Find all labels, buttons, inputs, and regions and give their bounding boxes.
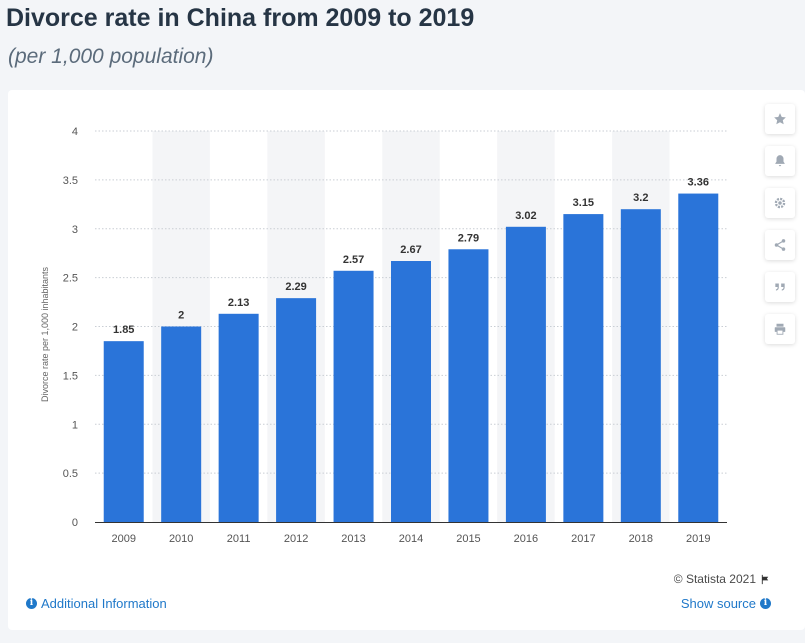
y-tick-label: 1.5 <box>63 370 78 382</box>
notification-button[interactable] <box>765 146 795 176</box>
quote-icon <box>775 283 785 291</box>
x-tick-label: 2009 <box>111 533 135 545</box>
copyright: © Statista 2021 <box>674 572 771 586</box>
data-label: 3.02 <box>515 210 536 222</box>
data-label: 2.57 <box>343 254 364 266</box>
bar-chart: 0 0.5 1 1.5 2 2.5 3 3.5 4 1.85 2 2.13 2.29 2.57 2.67 2… <box>40 126 727 545</box>
x-tick-label: 2017 <box>571 533 595 545</box>
chart-title: Divorce rate in China from 2009 to 2019 <box>6 4 475 32</box>
side-toolbar <box>765 104 795 356</box>
data-label: 3.2 <box>633 192 648 204</box>
x-tick-label: 2018 <box>629 533 653 545</box>
bar[interactable] <box>563 214 604 522</box>
x-tick-label: 2011 <box>227 533 251 545</box>
bar[interactable] <box>678 193 719 522</box>
cite-button[interactable] <box>765 272 795 302</box>
bar[interactable] <box>103 341 144 522</box>
flag-icon <box>761 574 769 584</box>
additional-information-label: Additional Information <box>41 596 167 611</box>
y-tick-label: 4 <box>72 126 78 138</box>
x-tick-label: 2019 <box>686 533 710 545</box>
bar[interactable] <box>161 326 202 523</box>
y-tick-label: 3.5 <box>63 175 78 187</box>
data-label: 2.29 <box>285 281 306 293</box>
bar[interactable] <box>276 298 317 522</box>
show-source-link[interactable]: Show source i <box>681 596 771 611</box>
y-tick-label: 2 <box>72 322 78 334</box>
bar[interactable] <box>218 313 259 522</box>
bar[interactable] <box>505 226 546 523</box>
print-button[interactable] <box>765 314 795 344</box>
chart-subtitle: (per 1,000 population) <box>8 45 214 68</box>
favorite-button[interactable] <box>765 104 795 134</box>
share-button[interactable] <box>765 230 795 260</box>
bar[interactable] <box>333 270 374 522</box>
bell-icon <box>775 155 785 167</box>
bar[interactable] <box>448 249 489 522</box>
y-tick-label: 0.5 <box>63 468 78 480</box>
data-label: 1.85 <box>113 324 134 336</box>
data-label: 2.67 <box>400 244 421 256</box>
bar[interactable] <box>391 261 431 522</box>
data-label: 3.15 <box>573 197 594 209</box>
y-axis-title: Divorce rate per 1,000 inhabitants <box>40 266 50 402</box>
bar[interactable] <box>620 209 661 522</box>
x-tick-label: 2014 <box>399 533 423 545</box>
info-icon: i <box>760 598 771 609</box>
bars <box>103 193 719 523</box>
show-source-label: Show source <box>680 596 756 611</box>
y-axis-ticks: 0 0.5 1 1.5 2 2.5 3 3.5 4 <box>63 126 78 529</box>
copyright-text: © Statista 2021 <box>673 572 756 586</box>
y-tick-label: 2.5 <box>63 273 78 285</box>
x-tick-label: 2013 <box>341 533 365 545</box>
y-tick-label: 1 <box>72 419 78 431</box>
star-icon <box>774 113 786 125</box>
value-labels: 1.85 2 2.13 2.29 2.57 2.67 2.79 3.02 3.15 3.2 3.36 <box>113 177 709 337</box>
x-axis-ticks: 2009 2010 2011 2012 2013 2014 2015 2016 2017 2018… <box>111 533 710 545</box>
share-icon <box>774 239 786 251</box>
data-label: 2.13 <box>228 297 249 309</box>
additional-information-link[interactable]: i Additional Information <box>26 596 167 611</box>
y-tick-label: 0 <box>72 517 78 529</box>
x-tick-label: 2015 <box>456 533 480 545</box>
data-label: 2.79 <box>458 232 479 244</box>
info-icon: i <box>26 598 37 609</box>
gear-icon <box>774 197 786 209</box>
x-tick-label: 2016 <box>514 533 538 545</box>
print-icon <box>774 323 786 335</box>
data-label: 2 <box>178 310 184 322</box>
data-label: 3.36 <box>688 177 709 189</box>
settings-button[interactable] <box>765 188 795 218</box>
x-tick-label: 2010 <box>169 533 193 545</box>
y-tick-label: 3 <box>72 224 78 236</box>
x-tick-label: 2012 <box>284 533 308 545</box>
chart-card: 0 0.5 1 1.5 2 2.5 3 3.5 4 1.85 2 2.13 2.29 2.57 2.67 2… <box>8 90 805 630</box>
